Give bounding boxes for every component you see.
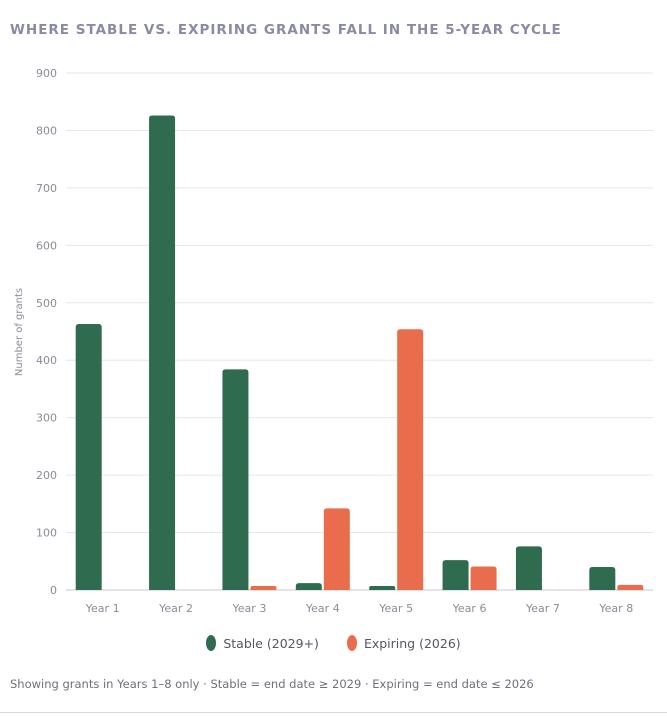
legend-label-stable: Stable (2029+) — [223, 635, 319, 651]
y-tick-label: 600 — [36, 239, 57, 252]
y-tick-label: 100 — [36, 527, 57, 540]
bar-stable-year-1[interactable] — [75, 324, 102, 590]
x-tick-label: Year 8 — [598, 602, 633, 615]
bar-expiring-year-3[interactable] — [250, 585, 277, 590]
chart-title: WHERE STABLE VS. EXPIRING GRANTS FALL IN… — [10, 22, 562, 38]
legend-item-stable[interactable]: Stable (2029+) — [206, 635, 319, 651]
legend-swatch-stable — [206, 635, 217, 651]
y-axis-label: Number of grants — [14, 288, 25, 376]
y-tick-label: 800 — [36, 124, 57, 137]
x-tick-label: Year 5 — [378, 602, 413, 615]
bar-expiring-year-5[interactable] — [397, 329, 424, 590]
footnote: Showing grants in Years 1–8 only · Stabl… — [10, 677, 534, 691]
x-tick-label: Year 7 — [525, 602, 560, 615]
bar-stable-year-4[interactable] — [295, 583, 322, 590]
y-tick-label: 900 — [36, 67, 57, 80]
bar-stable-year-6[interactable] — [442, 560, 469, 590]
legend: Stable (2029+) Expiring (2026) — [0, 635, 667, 651]
bar-stable-year-3[interactable] — [222, 369, 249, 590]
y-axis-ticks: 0 100 200 300 400 500 600 700 800 900 — [36, 67, 57, 597]
legend-label-expiring: Expiring (2026) — [363, 635, 461, 651]
x-tick-label: Year 1 — [85, 602, 120, 615]
bar-expiring-year-8[interactable] — [617, 584, 644, 590]
x-axis-ticks: Year 1 Year 2 Year 3 Year 4 Year 5 Year 6 Year… — [85, 602, 633, 615]
x-tick-label: Year 2 — [158, 602, 193, 615]
y-tick-label: 400 — [36, 354, 57, 367]
legend-swatch-expiring — [346, 635, 357, 651]
divider — [0, 712, 667, 713]
y-tick-label: 500 — [36, 297, 57, 310]
bar-stable-year-5[interactable] — [369, 585, 396, 590]
bar-stable-year-7[interactable] — [515, 546, 542, 590]
bar-stable-year-8[interactable] — [589, 567, 616, 590]
y-tick-label: 0 — [50, 584, 57, 597]
x-tick-label: Year 6 — [452, 602, 487, 615]
bar-expiring-year-4[interactable] — [323, 508, 350, 590]
bar-stable-year-2[interactable] — [149, 115, 176, 591]
bar-expiring-year-6[interactable] — [470, 566, 497, 590]
legend-item-expiring[interactable]: Expiring (2026) — [346, 635, 461, 651]
x-tick-label: Year 3 — [232, 602, 267, 615]
x-tick-label: Year 4 — [305, 602, 340, 615]
bars — [75, 115, 644, 591]
y-tick-label: 200 — [36, 469, 57, 482]
y-tick-label: 300 — [36, 412, 57, 425]
y-tick-label: 700 — [36, 182, 57, 195]
